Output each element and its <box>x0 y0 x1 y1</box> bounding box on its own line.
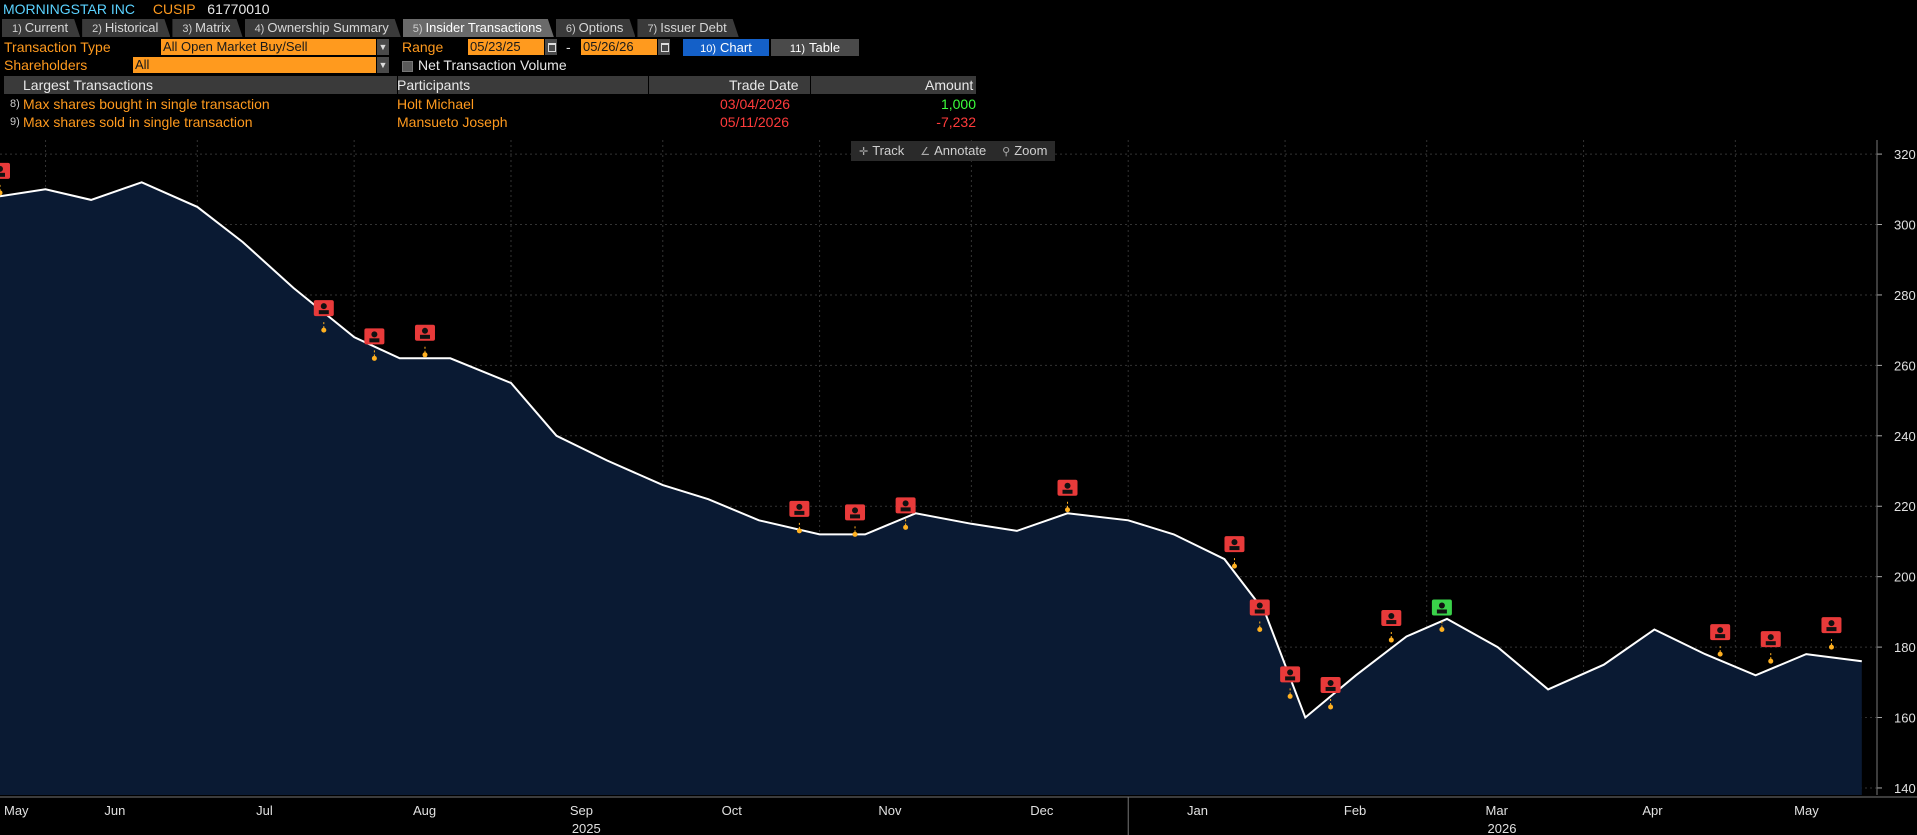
magnifier-icon: ⚲ <box>1002 146 1011 158</box>
cusip-value: 61770010 <box>207 1 270 17</box>
x-year-label: 2026 <box>1488 821 1517 835</box>
col-largest-transactions: Largest Transactions <box>23 77 153 93</box>
tab-current[interactable]: 1) Current <box>2 19 80 37</box>
range-separator: - <box>566 39 571 55</box>
pencil-icon: ∠ <box>920 146 931 158</box>
tab-bar: 1) Current 2) Historical 3) Matrix 4) Owners… <box>2 19 739 37</box>
x-tick-label: Jul <box>256 803 273 818</box>
x-tick-label: Feb <box>1344 803 1366 818</box>
table-row[interactable]: 8) Max shares bought in single transacti… <box>10 96 976 112</box>
tab-historical[interactable]: 2) Historical <box>82 19 170 37</box>
cusip-label: CUSIP <box>152 1 196 17</box>
sell-marker-icon[interactable] <box>313 300 334 333</box>
sell-marker-icon[interactable] <box>1381 610 1402 643</box>
buy-marker-icon[interactable] <box>1431 599 1452 632</box>
x-tick-label: Aug <box>413 803 436 818</box>
zoom-button[interactable]: ⚲ Zoom <box>1002 143 1048 158</box>
amount: 1,000 <box>940 96 976 112</box>
net-volume-label: Net Transaction Volume <box>418 57 567 73</box>
sell-marker-icon[interactable] <box>1249 599 1270 632</box>
sell-marker-icon[interactable] <box>1710 624 1731 657</box>
price-area <box>0 182 1862 796</box>
net-volume-checkbox[interactable] <box>402 61 413 72</box>
chevron-down-icon[interactable]: ▼ <box>377 39 389 55</box>
price-chart[interactable]: 140 160 180 200 220 240 260 280 300 320 May Jun Jul A… <box>0 140 1917 835</box>
sell-marker-icon[interactable] <box>789 500 810 534</box>
trade-date: 03/04/2026 <box>720 96 791 112</box>
col-participants: Participants <box>397 77 471 93</box>
x-tick-label: Oct <box>722 803 743 818</box>
x-tick-label: Apr <box>1642 803 1663 818</box>
range-label: Range <box>402 39 444 55</box>
security-title-bar: MORNINGSTAR INC CUSIP 61770010 <box>3 0 270 18</box>
col-amount: Amount <box>925 77 974 93</box>
largest-transactions-header: Largest Transactions Participants Trade … <box>4 76 976 94</box>
x-tick-label: Nov <box>878 803 902 818</box>
y-tick-label: 320 <box>1894 147 1916 162</box>
tab-options[interactable]: 6) Options <box>556 19 636 37</box>
col-trade-date: Trade Date <box>729 77 799 93</box>
chevron-down-icon[interactable]: ▼ <box>377 57 389 73</box>
price-line <box>0 181 1862 720</box>
sell-marker-icon[interactable] <box>1320 676 1341 710</box>
x-tick-label: Jan <box>1187 803 1208 818</box>
calendar-icon[interactable] <box>658 39 670 55</box>
tab-ownership-summary[interactable]: 4) Ownership Summary <box>245 19 401 37</box>
sell-marker-icon[interactable] <box>414 324 435 358</box>
transaction-desc: Max shares bought in single transaction <box>23 96 270 112</box>
x-tick-label: Mar <box>1486 803 1509 818</box>
tab-insider-transactions[interactable]: 5) Insider Transactions <box>403 19 554 37</box>
table-row[interactable]: 9) Max shares sold in single transaction… <box>10 114 976 130</box>
tab-matrix[interactable]: 3) Matrix <box>172 19 242 37</box>
chart-view-button[interactable]: 10) Chart <box>683 39 769 56</box>
trade-date: 05/11/2026 <box>720 114 790 130</box>
x-tick-label: Sep <box>570 803 593 818</box>
y-tick-label: 200 <box>1894 570 1916 585</box>
company-name: MORNINGSTAR INC <box>3 1 135 17</box>
track-button[interactable]: ✛ Track <box>859 143 905 158</box>
participant: Holt Michael <box>397 96 475 112</box>
transaction-type-select[interactable]: All Open Market Buy/Sell <box>161 39 376 55</box>
x-tick-label: Dec <box>1030 803 1054 818</box>
sell-marker-icon[interactable] <box>364 328 385 361</box>
crosshair-icon: ✛ <box>859 146 869 158</box>
y-tick-label: 260 <box>1894 358 1916 373</box>
sell-marker-icon[interactable] <box>1057 479 1078 513</box>
x-tick-label: Jun <box>104 803 125 818</box>
participant: Mansueto Joseph <box>397 114 508 130</box>
y-tick-label: 160 <box>1894 711 1916 726</box>
sell-marker-icon[interactable] <box>1821 617 1842 650</box>
sell-marker-icon[interactable] <box>1760 631 1781 664</box>
y-tick-label: 140 <box>1894 781 1916 796</box>
y-tick-label: 180 <box>1894 640 1916 655</box>
y-tick-label: 300 <box>1894 218 1916 233</box>
chart-toolbar: ✛ Track ∠ Annotate ⚲ Zoom <box>851 141 1056 161</box>
y-tick-label: 220 <box>1894 499 1916 514</box>
sell-marker-icon[interactable] <box>1224 536 1245 569</box>
transaction-desc: Max shares sold in single transaction <box>23 114 253 130</box>
calendar-icon[interactable] <box>545 39 557 55</box>
y-tick-label: 280 <box>1894 288 1916 303</box>
x-tick-label: May <box>4 803 29 818</box>
range-start-input[interactable]: 05/23/25 <box>468 39 544 55</box>
annotate-button[interactable]: ∠ Annotate <box>920 143 987 158</box>
shareholders-select[interactable]: All <box>133 57 376 73</box>
shareholders-label: Shareholders <box>4 57 88 73</box>
table-view-button[interactable]: 11) Table <box>771 39 859 56</box>
amount: -7,232 <box>936 114 976 130</box>
tab-issuer-debt[interactable]: 7) Issuer Debt <box>637 19 738 37</box>
transaction-type-label: Transaction Type <box>4 39 111 55</box>
y-tick-label: 240 <box>1894 429 1916 444</box>
range-end-input[interactable]: 05/26/26 <box>581 39 657 55</box>
x-tick-label: May <box>1794 803 1819 818</box>
sell-marker-icon[interactable] <box>845 504 866 537</box>
sell-marker-icon[interactable] <box>895 497 916 530</box>
x-year-label: 2025 <box>572 821 601 835</box>
sell-marker-icon[interactable] <box>1280 666 1301 699</box>
sell-marker-icon[interactable] <box>0 162 10 196</box>
